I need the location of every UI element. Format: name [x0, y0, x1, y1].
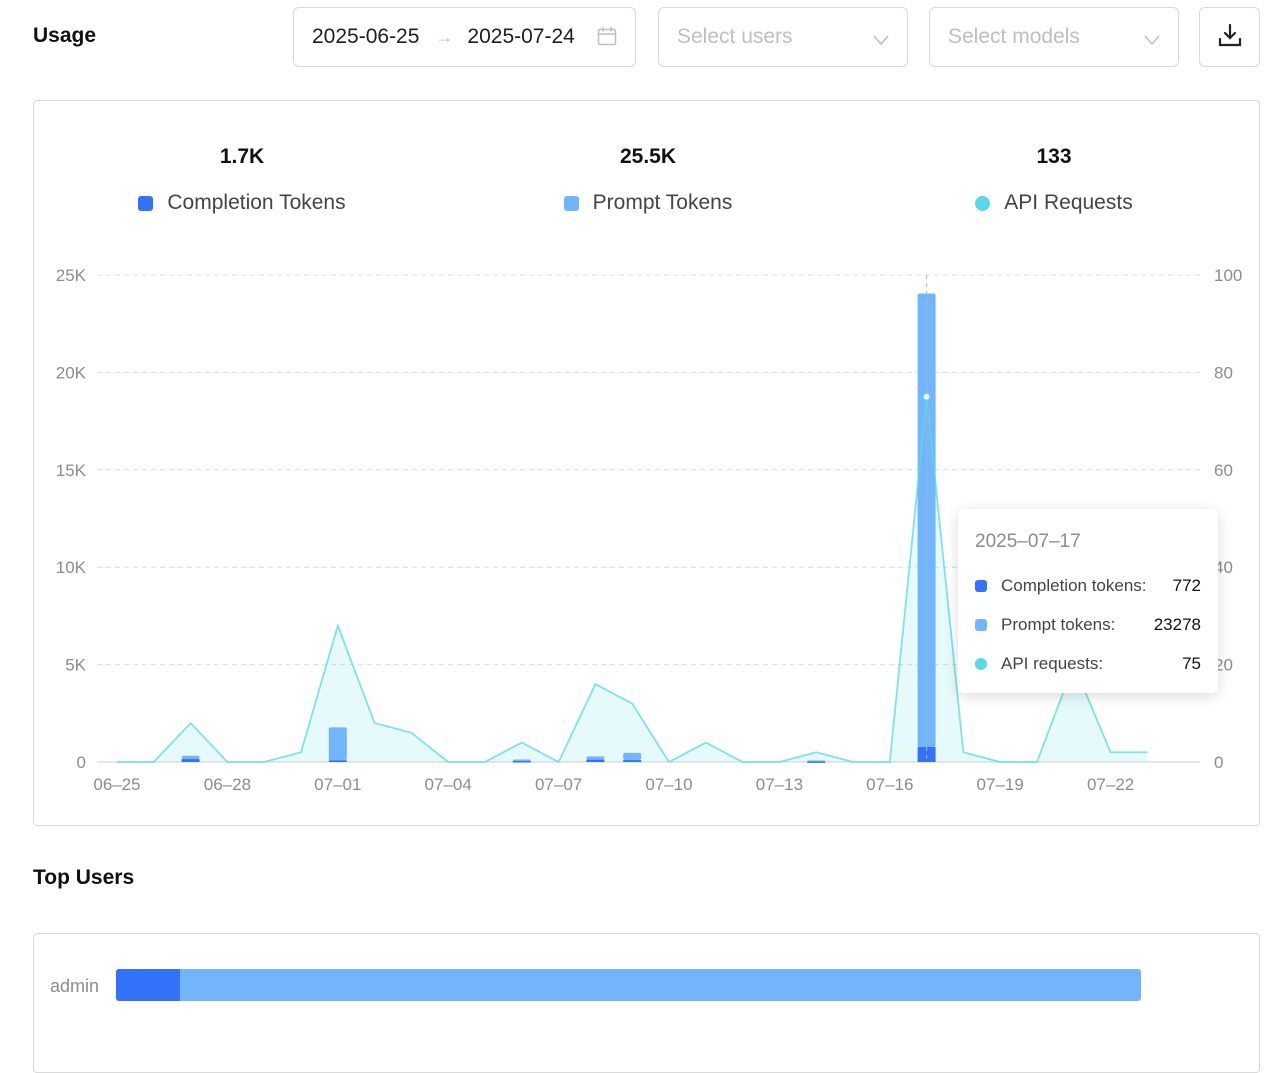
tooltip-value: 23278 — [1153, 614, 1201, 634]
tooltip-label: Completion tokens: — [1001, 575, 1147, 595]
stat-prompt-tokens: 25.5K Prompt Tokens — [498, 145, 798, 215]
legend-prompt-tokens[interactable]: Prompt Tokens — [498, 191, 798, 215]
usage-chart-card: 1.7K Completion Tokens 25.5K Prompt Toke… — [33, 100, 1260, 826]
stat-api-requests: 133 API Requests — [904, 145, 1204, 215]
usage-chart[interactable]: 0 5K 10K 15K 20K 25K 0 20 40 60 80 100 06–25 06–28 07–… — [0, 0, 1280, 830]
legend-square-icon — [975, 579, 987, 592]
legend-completion-tokens[interactable]: Completion Tokens — [92, 191, 392, 215]
prompt-tokens-bar — [623, 752, 642, 761]
select-models-dropdown[interactable]: Select models — [929, 7, 1179, 67]
legend-label: API Requests — [1004, 191, 1133, 214]
legend-label: Prompt Tokens — [592, 191, 733, 214]
x-tick-label: 06–28 — [204, 775, 251, 794]
completion-tokens-bar — [328, 760, 347, 762]
legend-square-icon — [975, 618, 987, 631]
chevron-down-icon — [873, 30, 889, 54]
completion-tokens-bar — [623, 760, 642, 762]
legend-square-icon — [563, 195, 579, 211]
tooltip-row-requests: API requests: 75 — [975, 644, 1201, 683]
page-title: Usage — [33, 24, 97, 47]
user-name: admin — [50, 976, 100, 996]
legend-api-requests[interactable]: API Requests — [904, 191, 1204, 215]
y-left-tick-label: 10K — [56, 558, 87, 577]
y-left-tick-label: 0 — [77, 753, 86, 772]
prompt-tokens-bar — [181, 755, 200, 760]
api-requests-area — [117, 396, 1148, 762]
api-requests-line — [117, 396, 1148, 764]
x-tick-label: 07–16 — [866, 775, 913, 794]
active-point — [922, 392, 931, 401]
y-right-tick-label: 40 — [1214, 558, 1233, 577]
completion-tokens-bar — [807, 761, 826, 763]
legend-circle-icon — [975, 195, 991, 211]
y-right-tick-label: 100 — [1214, 266, 1242, 285]
user-completion-segment[interactable] — [116, 969, 181, 1001]
x-tick-label: 06–25 — [93, 775, 140, 794]
x-tick-label: 07–22 — [1087, 775, 1134, 794]
x-tick-label: 07–04 — [425, 775, 472, 794]
download-icon — [1217, 22, 1243, 53]
stat-value: 1.7K — [219, 145, 265, 168]
x-tick-label: 07–13 — [756, 775, 803, 794]
completion-tokens-bar — [917, 746, 936, 762]
user-usage-bar[interactable] — [116, 969, 1141, 1001]
tooltip-value: 772 — [1172, 575, 1201, 595]
arrow-right-icon: → — [435, 26, 454, 47]
y-right-tick-label: 60 — [1214, 461, 1233, 480]
tooltip-date: 2025–07–17 — [975, 531, 1081, 552]
x-tick-label: 07–19 — [977, 775, 1024, 794]
y-left-tick-label: 5K — [65, 656, 86, 675]
tooltip-value: 75 — [1182, 653, 1201, 673]
y-left-tick-label: 20K — [56, 363, 87, 382]
top-users-card: admin — [33, 933, 1260, 1073]
y-left-tick-label: 25K — [56, 266, 87, 285]
y-right-tick-label: 0 — [1214, 753, 1223, 772]
select-users-dropdown[interactable]: Select users — [658, 7, 908, 67]
stat-value: 133 — [1036, 145, 1072, 168]
date-start[interactable]: 2025-06-25 — [312, 25, 420, 48]
date-range-picker[interactable]: 2025-06-25 → 2025-07-24 — [293, 7, 636, 67]
completion-tokens-bar — [181, 759, 200, 762]
legend-circle-icon — [975, 657, 987, 670]
legend-label: Completion Tokens — [167, 191, 346, 214]
y-right-tick-label: 80 — [1214, 363, 1233, 382]
select-models-placeholder: Select models — [948, 25, 1080, 48]
tooltip-row-prompt: Prompt tokens: 23278 — [975, 605, 1201, 644]
prompt-tokens-bar — [917, 293, 936, 747]
completion-tokens-bar — [586, 759, 605, 762]
x-tick-label: 07–10 — [645, 775, 692, 794]
top-users-title: Top Users — [33, 866, 135, 889]
x-tick-label: 07–01 — [314, 775, 361, 794]
prompt-tokens-bar — [807, 760, 826, 762]
x-tick-label: 07–07 — [535, 775, 582, 794]
legend-square-icon — [138, 195, 154, 211]
stat-value: 25.5K — [619, 145, 677, 168]
completion-tokens-bar — [512, 761, 531, 763]
calendar-icon — [597, 26, 617, 52]
y-right-tick-label: 20 — [1214, 656, 1233, 675]
y-left-tick-label: 15K — [56, 461, 87, 480]
tooltip-label: Prompt tokens: — [1001, 614, 1116, 634]
prompt-tokens-bar — [586, 756, 605, 760]
date-end[interactable]: 2025-07-24 — [467, 25, 575, 48]
chevron-down-icon — [1144, 30, 1160, 54]
stat-completion-tokens: 1.7K Completion Tokens — [92, 145, 392, 215]
prompt-tokens-bar — [328, 727, 347, 761]
prompt-tokens-bar — [512, 759, 531, 762]
tooltip-row-completion: Completion tokens: 772 — [975, 566, 1201, 605]
select-users-placeholder: Select users — [677, 25, 793, 48]
chart-tooltip: 2025–07–17 Completion tokens: 772 Prompt… — [958, 509, 1218, 693]
tooltip-label: API requests: — [1001, 653, 1104, 673]
download-button[interactable] — [1199, 7, 1260, 67]
